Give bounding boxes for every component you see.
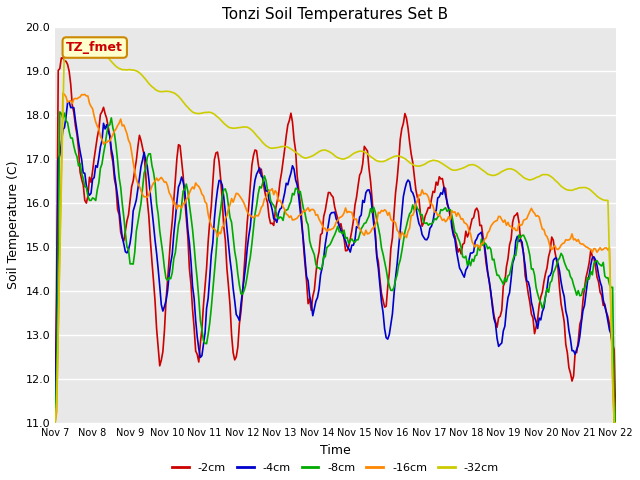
- Legend: -2cm, -4cm, -8cm, -16cm, -32cm: -2cm, -4cm, -8cm, -16cm, -32cm: [168, 458, 503, 477]
- Y-axis label: Soil Temperature (C): Soil Temperature (C): [7, 161, 20, 289]
- Title: Tonzi Soil Temperatures Set B: Tonzi Soil Temperatures Set B: [222, 7, 449, 22]
- Text: TZ_fmet: TZ_fmet: [67, 41, 123, 54]
- X-axis label: Time: Time: [320, 444, 351, 456]
